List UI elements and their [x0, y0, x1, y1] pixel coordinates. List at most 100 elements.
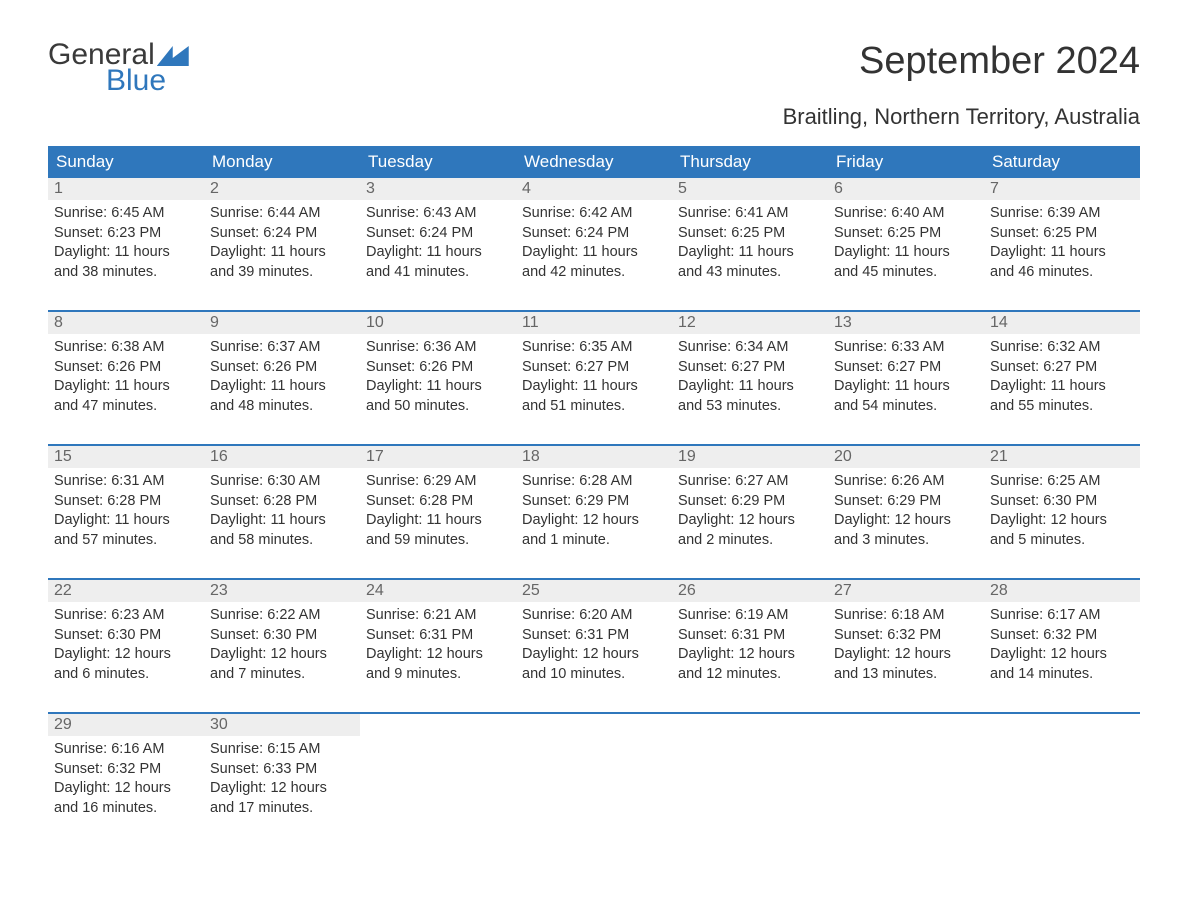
day-dl1: Daylight: 11 hours [366, 511, 510, 531]
day-sunrise: Sunrise: 6:36 AM [366, 338, 510, 358]
day-dl1: Daylight: 12 hours [990, 511, 1134, 531]
day-number: 4 [516, 178, 672, 200]
day-dl2: and 53 minutes. [678, 397, 822, 417]
day-number: 17 [360, 446, 516, 468]
week-row: 29Sunrise: 6:16 AMSunset: 6:32 PMDayligh… [48, 712, 1140, 832]
day-dl1: Daylight: 11 hours [366, 377, 510, 397]
day-sunset: Sunset: 6:31 PM [366, 626, 510, 646]
day-dl1: Daylight: 12 hours [834, 511, 978, 531]
day-cell: 20Sunrise: 6:26 AMSunset: 6:29 PMDayligh… [828, 446, 984, 564]
day-sunset: Sunset: 6:27 PM [522, 358, 666, 378]
day-body: Sunrise: 6:23 AMSunset: 6:30 PMDaylight:… [48, 602, 204, 694]
day-cell [360, 714, 516, 832]
day-sunset: Sunset: 6:29 PM [678, 492, 822, 512]
day-body: Sunrise: 6:42 AMSunset: 6:24 PMDaylight:… [516, 200, 672, 292]
day-cell [516, 714, 672, 832]
day-dl1: Daylight: 12 hours [990, 645, 1134, 665]
day-number: 3 [360, 178, 516, 200]
day-cell [672, 714, 828, 832]
day-cell: 6Sunrise: 6:40 AMSunset: 6:25 PMDaylight… [828, 178, 984, 296]
day-dl1: Daylight: 11 hours [366, 243, 510, 263]
day-body: Sunrise: 6:41 AMSunset: 6:25 PMDaylight:… [672, 200, 828, 292]
day-sunset: Sunset: 6:26 PM [210, 358, 354, 378]
day-dl2: and 51 minutes. [522, 397, 666, 417]
day-body: Sunrise: 6:28 AMSunset: 6:29 PMDaylight:… [516, 468, 672, 560]
day-dl2: and 5 minutes. [990, 531, 1134, 551]
day-dl1: Daylight: 11 hours [210, 511, 354, 531]
day-sunrise: Sunrise: 6:38 AM [54, 338, 198, 358]
day-number: 28 [984, 580, 1140, 602]
day-body: Sunrise: 6:18 AMSunset: 6:32 PMDaylight:… [828, 602, 984, 694]
day-sunrise: Sunrise: 6:25 AM [990, 472, 1134, 492]
week-spacer [48, 564, 1140, 578]
day-dl2: and 17 minutes. [210, 799, 354, 819]
day-sunrise: Sunrise: 6:39 AM [990, 204, 1134, 224]
day-number: 26 [672, 580, 828, 602]
day-sunrise: Sunrise: 6:23 AM [54, 606, 198, 626]
day-sunset: Sunset: 6:24 PM [366, 224, 510, 244]
day-sunrise: Sunrise: 6:27 AM [678, 472, 822, 492]
day-sunset: Sunset: 6:32 PM [990, 626, 1134, 646]
day-number: 19 [672, 446, 828, 468]
day-dl2: and 57 minutes. [54, 531, 198, 551]
day-number: 30 [204, 714, 360, 736]
day-sunrise: Sunrise: 6:45 AM [54, 204, 198, 224]
day-dl2: and 10 minutes. [522, 665, 666, 685]
day-sunset: Sunset: 6:31 PM [522, 626, 666, 646]
day-dl1: Daylight: 11 hours [990, 377, 1134, 397]
day-cell: 3Sunrise: 6:43 AMSunset: 6:24 PMDaylight… [360, 178, 516, 296]
day-sunset: Sunset: 6:27 PM [990, 358, 1134, 378]
day-dl1: Daylight: 11 hours [678, 243, 822, 263]
day-dl2: and 45 minutes. [834, 263, 978, 283]
day-dl1: Daylight: 11 hours [522, 377, 666, 397]
day-dl1: Daylight: 12 hours [522, 645, 666, 665]
day-number: 20 [828, 446, 984, 468]
dow-header-cell: Monday [204, 146, 360, 178]
day-sunrise: Sunrise: 6:31 AM [54, 472, 198, 492]
day-number: 27 [828, 580, 984, 602]
page-subtitle: Braitling, Northern Territory, Australia [48, 104, 1140, 130]
day-body: Sunrise: 6:21 AMSunset: 6:31 PMDaylight:… [360, 602, 516, 694]
day-cell: 12Sunrise: 6:34 AMSunset: 6:27 PMDayligh… [672, 312, 828, 430]
day-cell: 7Sunrise: 6:39 AMSunset: 6:25 PMDaylight… [984, 178, 1140, 296]
day-sunrise: Sunrise: 6:17 AM [990, 606, 1134, 626]
day-dl2: and 7 minutes. [210, 665, 354, 685]
day-body: Sunrise: 6:15 AMSunset: 6:33 PMDaylight:… [204, 736, 360, 828]
week-row: 8Sunrise: 6:38 AMSunset: 6:26 PMDaylight… [48, 310, 1140, 430]
day-sunrise: Sunrise: 6:40 AM [834, 204, 978, 224]
day-sunset: Sunset: 6:26 PM [54, 358, 198, 378]
dow-header-cell: Tuesday [360, 146, 516, 178]
day-body: Sunrise: 6:26 AMSunset: 6:29 PMDaylight:… [828, 468, 984, 560]
day-sunset: Sunset: 6:23 PM [54, 224, 198, 244]
day-cell: 11Sunrise: 6:35 AMSunset: 6:27 PMDayligh… [516, 312, 672, 430]
day-body: Sunrise: 6:27 AMSunset: 6:29 PMDaylight:… [672, 468, 828, 560]
day-sunset: Sunset: 6:28 PM [210, 492, 354, 512]
day-cell: 10Sunrise: 6:36 AMSunset: 6:26 PMDayligh… [360, 312, 516, 430]
header: General Blue September 2024 [48, 40, 1140, 96]
day-cell: 16Sunrise: 6:30 AMSunset: 6:28 PMDayligh… [204, 446, 360, 564]
day-cell: 17Sunrise: 6:29 AMSunset: 6:28 PMDayligh… [360, 446, 516, 564]
day-sunset: Sunset: 6:25 PM [678, 224, 822, 244]
day-dl1: Daylight: 11 hours [54, 243, 198, 263]
day-sunrise: Sunrise: 6:18 AM [834, 606, 978, 626]
day-sunset: Sunset: 6:33 PM [210, 760, 354, 780]
week-spacer [48, 296, 1140, 310]
day-dl2: and 3 minutes. [834, 531, 978, 551]
day-dl2: and 55 minutes. [990, 397, 1134, 417]
day-dl2: and 2 minutes. [678, 531, 822, 551]
day-cell: 30Sunrise: 6:15 AMSunset: 6:33 PMDayligh… [204, 714, 360, 832]
day-cell: 28 Sunrise: 6:17 AMSunset: 6:32 PMDayligh… [984, 580, 1140, 698]
day-body: Sunrise: 6:32 AMSunset: 6:27 PMDaylight:… [984, 334, 1140, 426]
day-dl1: Daylight: 12 hours [366, 645, 510, 665]
day-dl1: Daylight: 11 hours [990, 243, 1134, 263]
day-number: 14 [984, 312, 1140, 334]
day-body: Sunrise: 6:38 AMSunset: 6:26 PMDaylight:… [48, 334, 204, 426]
day-sunset: Sunset: 6:30 PM [210, 626, 354, 646]
day-dl2: and 38 minutes. [54, 263, 198, 283]
day-sunset: Sunset: 6:28 PM [54, 492, 198, 512]
day-body: Sunrise: 6:20 AMSunset: 6:31 PMDaylight:… [516, 602, 672, 694]
dow-header-cell: Sunday [48, 146, 204, 178]
day-number: 8 [48, 312, 204, 334]
day-dl2: and 16 minutes. [54, 799, 198, 819]
day-sunrise: Sunrise: 6:26 AM [834, 472, 978, 492]
